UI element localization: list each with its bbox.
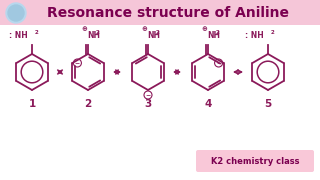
Text: 2: 2	[156, 30, 160, 35]
Text: −: −	[75, 60, 80, 66]
Text: 2: 2	[84, 99, 92, 109]
Circle shape	[8, 5, 24, 21]
Text: 5: 5	[264, 99, 272, 109]
Text: NH: NH	[87, 30, 100, 39]
Text: K2 chemistry class: K2 chemistry class	[211, 156, 299, 165]
Text: −: −	[145, 93, 151, 98]
Text: ⊕: ⊕	[201, 26, 207, 32]
Text: −: −	[216, 60, 221, 66]
Text: NH: NH	[207, 30, 220, 39]
Text: ⊕: ⊕	[81, 26, 87, 32]
Text: Resonance structure of Aniline: Resonance structure of Aniline	[47, 6, 289, 20]
Text: ⊕: ⊕	[141, 26, 147, 32]
Text: 3: 3	[144, 99, 152, 109]
FancyBboxPatch shape	[196, 150, 314, 172]
Text: 4: 4	[204, 99, 212, 109]
FancyBboxPatch shape	[0, 0, 320, 25]
Text: 2: 2	[35, 30, 39, 35]
Text: 2: 2	[216, 30, 220, 35]
Text: NH: NH	[147, 30, 160, 39]
Circle shape	[6, 3, 26, 23]
Text: 2: 2	[271, 30, 275, 35]
Text: 2: 2	[96, 30, 100, 35]
Text: 1: 1	[28, 99, 36, 109]
Text: : NH: : NH	[9, 30, 28, 39]
Text: : NH: : NH	[245, 30, 264, 39]
